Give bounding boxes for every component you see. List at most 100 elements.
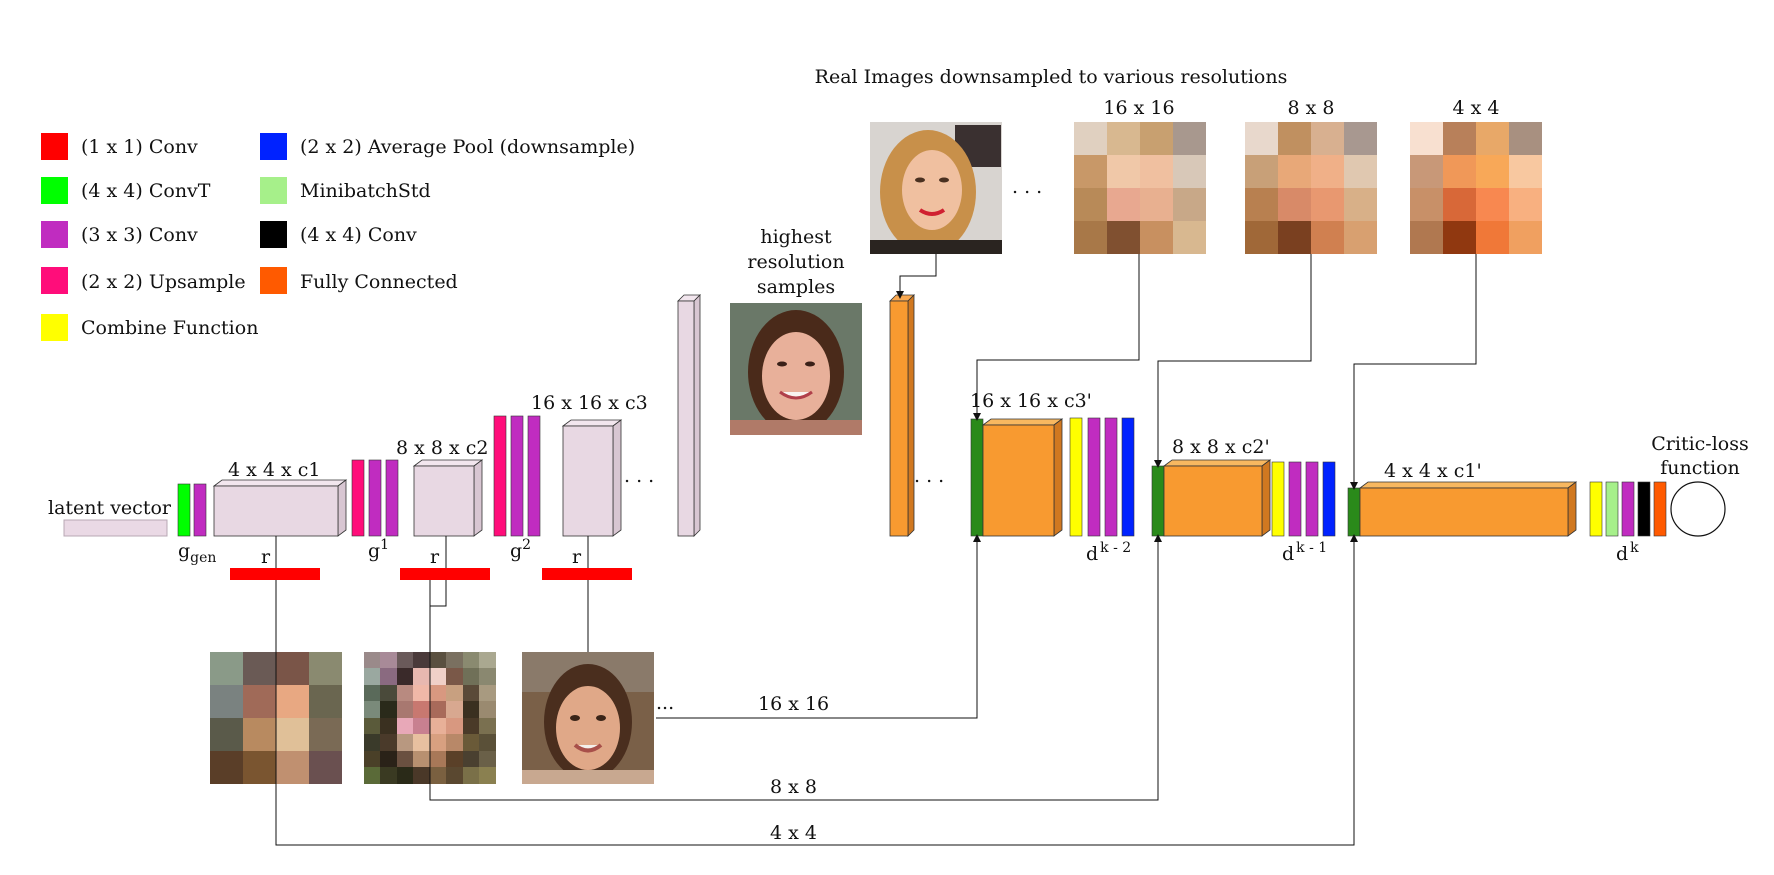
latent-vector: [63, 519, 168, 537]
arrow-gen16-to-disc: [656, 534, 981, 719]
conv3x3-layer: [1621, 481, 1635, 537]
arrow-gen4-to-disc: [275, 534, 1358, 846]
link-16-label: 16 x 16: [758, 693, 829, 715]
connections: [275, 254, 1477, 846]
to-rgb-conv-1: [230, 568, 320, 580]
legend-item-conv4x4: (4 x 4) Conv: [260, 221, 417, 248]
legend: (1 x 1) Conv (4 x 4) ConvT (3 x 3) Conv …: [41, 133, 635, 341]
link-8-label: 8 x 8: [770, 776, 817, 798]
combine-swatch: [41, 314, 68, 341]
conv1x1-swatch: [41, 133, 68, 160]
minibatchstd-swatch: [260, 177, 287, 204]
arrow-gen8-to-disc: [429, 534, 1162, 801]
minibatchstd-layer: [1605, 481, 1619, 537]
legend-label: (2 x 2) Upsample: [81, 271, 246, 293]
combine-layer: [1069, 417, 1083, 537]
gen-block-16x16: [561, 419, 623, 537]
gen-block-8x8: [412, 459, 484, 537]
highest-resolution-sample: [730, 303, 862, 435]
arrow-real16-to-disc: [973, 254, 1140, 421]
legend-item-conv1x1: (1 x 1) Conv: [41, 133, 198, 160]
real-image-8x8: [1245, 122, 1377, 254]
disc-block1-label: 4 x 4 x c1': [1384, 460, 1482, 482]
legend-label: Fully Connected: [300, 271, 458, 293]
arrow-real-to-disc: [896, 254, 937, 299]
legend-item-fc: Fully Connected: [260, 267, 458, 294]
critic-loss-label-line2: function: [1660, 457, 1740, 479]
avgpool-swatch: [260, 133, 287, 160]
legend-item-conv3x3: (3 x 3) Conv: [41, 221, 198, 248]
upsample-swatch: [41, 267, 68, 294]
conv3x3-layer: [368, 459, 382, 537]
conv3x3-layer: [1087, 417, 1101, 537]
convt4x4-swatch: [41, 177, 68, 204]
disc-ellipsis: . . .: [914, 465, 944, 487]
generator: latent vector ggen 4 x 4 x c1 r g1 8 x 8…: [48, 294, 701, 580]
disc-block-8x8: [1151, 459, 1272, 537]
arrow-real8-to-disc: [1154, 254, 1312, 468]
legend-item-minibatchstd: MinibatchStd: [260, 177, 431, 204]
r-label: r: [430, 546, 440, 568]
conv3x3-swatch: [41, 221, 68, 248]
disc-block-16x16: [970, 418, 1064, 537]
legend-label: (4 x 4) Conv: [300, 224, 417, 246]
r-label: r: [572, 546, 582, 568]
svg-text:resolution: resolution: [747, 251, 844, 273]
combine-layer: [1589, 481, 1603, 537]
conv3x3-layer: [193, 483, 207, 537]
generated-sample-4x4: [210, 652, 342, 784]
legend-label: (2 x 2) Average Pool (downsample): [300, 136, 635, 158]
link-4-label: 4 x 4: [770, 822, 817, 844]
real-images-ellipsis: . . .: [1012, 176, 1042, 198]
connector: [429, 580, 447, 652]
real-image-full: [870, 122, 1002, 254]
gen-block3-label: 16 x 16 x c3: [531, 392, 648, 414]
conv3x3-layer: [1288, 461, 1302, 537]
conv4x4-swatch: [260, 221, 287, 248]
gen-block2-label: 8 x 8 x c2: [396, 437, 489, 459]
latent-vector-label: latent vector: [48, 497, 172, 519]
svg-text:highest: highest: [760, 226, 832, 248]
real-res-16-label: 16 x 16: [1103, 97, 1174, 119]
conv3x3-layer: [1305, 461, 1319, 537]
generated-sample-16x16: [522, 652, 654, 784]
conv4x4-layer: [1637, 481, 1651, 537]
convt-layer: [177, 483, 191, 537]
gen-ellipsis: . . .: [624, 465, 654, 487]
legend-item-combine: Combine Function: [41, 314, 258, 341]
critic-loss-label-line1: Critic-loss: [1651, 433, 1749, 455]
highest-resolution-label: highest resolution samples: [747, 226, 844, 298]
avgpool-layer: [1322, 461, 1336, 537]
real-images-title: Real Images downsampled to various resol…: [815, 66, 1288, 88]
avgpool-layer: [1121, 417, 1135, 537]
conv3x3-layer: [510, 415, 524, 537]
real-res-8-label: 8 x 8: [1288, 97, 1335, 119]
legend-label: (1 x 1) Conv: [81, 136, 198, 158]
legend-label: Combine Function: [81, 317, 258, 339]
fc-layer: [1653, 481, 1667, 537]
conv3x3-layer: [385, 459, 399, 537]
to-rgb-conv-2: [400, 568, 490, 580]
legend-item-avgpool: (2 x 2) Average Pool (downsample): [260, 133, 635, 160]
upsample-layer: [351, 459, 365, 537]
g1-label: g1: [368, 537, 389, 562]
legend-item-upsample: (2 x 2) Upsample: [41, 267, 246, 294]
disc-block-4x4: [1347, 481, 1578, 537]
generated-sample-8x8: [364, 652, 496, 784]
real-image-4x4: [1410, 122, 1542, 254]
real-res-4-label: 4 x 4: [1453, 97, 1500, 119]
legend-label: (3 x 3) Conv: [81, 224, 198, 246]
gen-block1-label: 4 x 4 x c1: [228, 459, 321, 481]
gen-block-highest: [677, 294, 701, 537]
upsample-layer: [493, 415, 507, 537]
gen-samples-ellipsis: ...: [656, 692, 674, 714]
svg-text:samples: samples: [757, 276, 835, 298]
to-rgb-conv-3: [542, 568, 632, 580]
fc-swatch: [260, 267, 287, 294]
combine-layer: [1271, 461, 1285, 537]
conv3x3-layer: [527, 415, 541, 537]
